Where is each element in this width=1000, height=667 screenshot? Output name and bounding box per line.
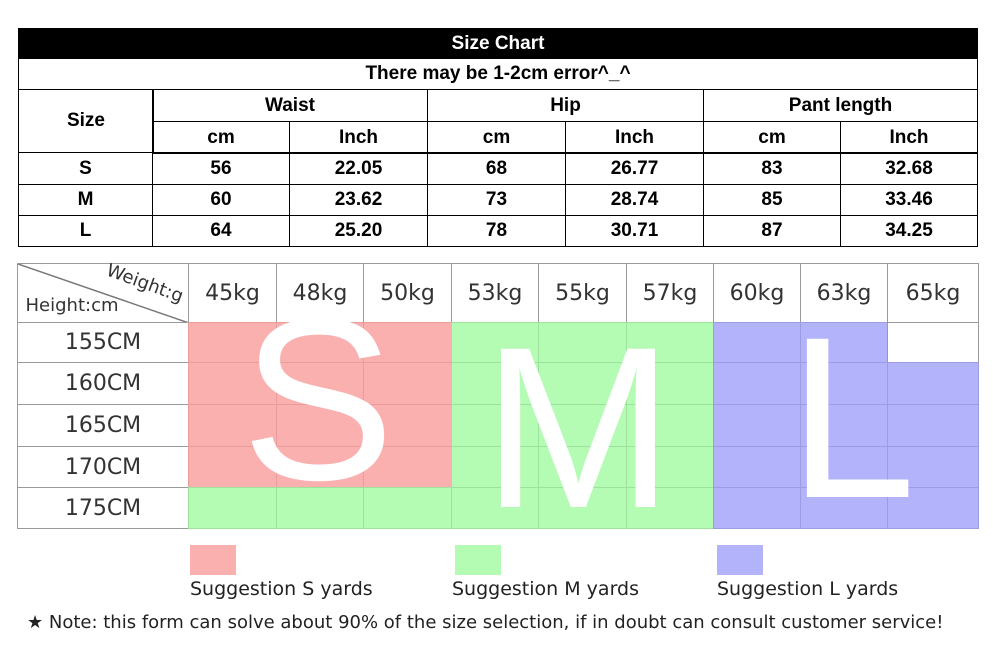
zone-cell: [188, 322, 277, 363]
size-label: L: [18, 215, 153, 247]
legend-swatch: [717, 545, 763, 575]
zone-cell: [451, 487, 539, 529]
table-title: Size Chart: [18, 28, 978, 59]
unit-header: Inch: [565, 121, 704, 154]
zone-cell: [887, 322, 979, 363]
zone-cell: [626, 322, 714, 363]
zone-cell: [276, 446, 364, 488]
measure-cell: 25.20: [289, 215, 428, 247]
zone-cell: [800, 362, 888, 405]
unit-header: cm: [152, 121, 290, 154]
table-subtitle: There may be 1-2cm error^_^: [18, 57, 978, 90]
measure-cell: 64: [152, 215, 290, 247]
zone-cell: [538, 487, 627, 529]
measure-cell: 23.62: [289, 184, 428, 216]
unit-header: Inch: [289, 121, 428, 154]
measure-cell: 85: [703, 184, 841, 216]
unit-header: Inch: [840, 121, 978, 154]
note: ★ Note: this form can solve about 90% of…: [27, 611, 944, 633]
zone-cell: [451, 404, 539, 447]
weight-label: 45kg: [188, 263, 277, 323]
measure-cell: 83: [703, 152, 841, 185]
legend-swatch: [190, 545, 236, 575]
size-label: M: [18, 184, 153, 216]
zone-cell: [887, 446, 979, 488]
legend-swatch: [455, 545, 501, 575]
weight-label: 50kg: [363, 263, 452, 323]
zone-cell: [276, 487, 364, 529]
measure-cell: 56: [152, 152, 290, 185]
legend-label: Suggestion L yards: [717, 578, 899, 600]
group-header: Pant length: [703, 89, 978, 122]
zone-cell: [887, 404, 979, 447]
height-label: 170CM: [17, 446, 189, 488]
corner-height: Height:cm: [25, 294, 119, 316]
zone-cell: [800, 487, 888, 529]
size-label: S: [18, 152, 153, 185]
zone-letter: L: [788, 289, 916, 546]
unit-header: cm: [427, 121, 566, 154]
zone-cell: [538, 446, 627, 488]
zone-cell: [800, 446, 888, 488]
zone-cell: [538, 322, 627, 363]
zone-cell: [626, 404, 714, 447]
zone-cell: [188, 446, 277, 488]
legend-label: Suggestion S yards: [190, 578, 373, 600]
height-label: 155CM: [17, 322, 189, 363]
zone-cell: [363, 487, 452, 529]
measure-cell: 87: [703, 215, 841, 247]
size-header: Size: [18, 89, 154, 153]
zone-cell: [713, 362, 801, 405]
zone-cell: [713, 487, 801, 529]
corner-diagonal: [18, 264, 189, 323]
measure-cell: 73: [427, 184, 566, 216]
zone-cell: [713, 322, 801, 363]
zone-cell: [626, 487, 714, 529]
weight-label: 65kg: [887, 263, 979, 323]
height-label: 175CM: [17, 487, 189, 529]
measure-cell: 30.71: [565, 215, 704, 247]
legend-label: Suggestion M yards: [452, 578, 640, 600]
height-label: 160CM: [17, 362, 189, 405]
zone-cell: [800, 322, 888, 363]
zone-cell: [538, 404, 627, 447]
measure-cell: 28.74: [565, 184, 704, 216]
weight-label: 60kg: [713, 263, 801, 323]
measure-cell: 26.77: [565, 152, 704, 185]
weight-label: 55kg: [538, 263, 627, 323]
zone-letter: S: [241, 271, 395, 528]
zone-cell: [887, 487, 979, 529]
zone-cell: [363, 446, 452, 488]
corner-cell: [17, 263, 189, 323]
measure-cell: 78: [427, 215, 566, 247]
measure-cell: 68: [427, 152, 566, 185]
weight-label: 53kg: [451, 263, 539, 323]
measure-cell: 33.46: [840, 184, 978, 216]
zone-cell: [188, 487, 277, 529]
measure-cell: 60: [152, 184, 290, 216]
zone-cell: [713, 404, 801, 447]
measure-cell: 22.05: [289, 152, 428, 185]
measure-cell: 32.68: [840, 152, 978, 185]
measure-cell: 34.25: [840, 215, 978, 247]
unit-header: cm: [703, 121, 841, 154]
zone-letter: M: [482, 299, 674, 556]
height-label: 165CM: [17, 404, 189, 447]
weight-label: 57kg: [626, 263, 714, 323]
zone-cell: [626, 362, 714, 405]
group-header: Hip: [427, 89, 704, 122]
zone-cell: [188, 362, 277, 405]
group-header: Waist: [152, 89, 428, 122]
